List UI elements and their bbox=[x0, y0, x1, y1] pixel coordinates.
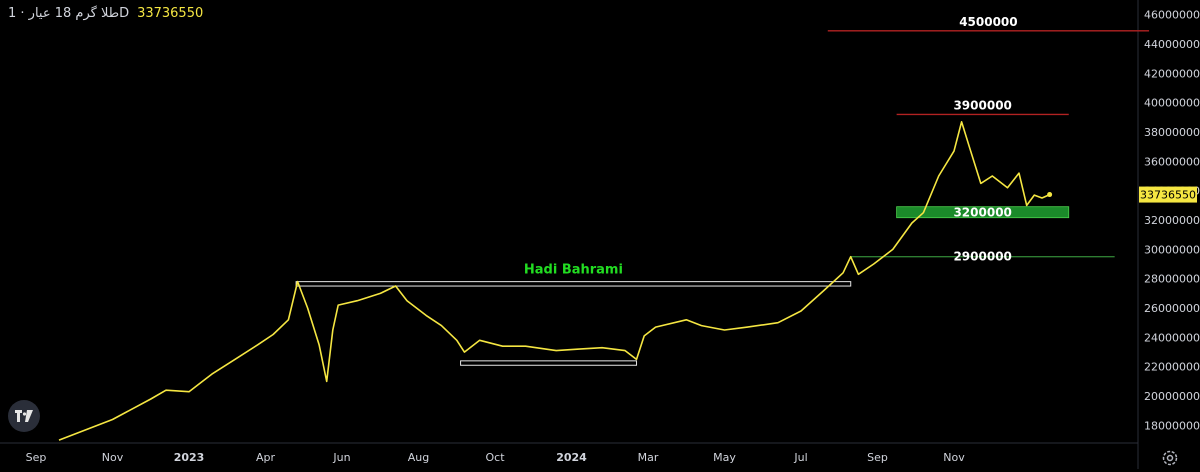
y-tick-label: 18000000 bbox=[1144, 419, 1200, 432]
tradingview-logo-icon[interactable] bbox=[8, 400, 40, 432]
support-zone-rect bbox=[896, 206, 1070, 219]
symbol-title: طلا گرم 18 عیار · 1D bbox=[8, 6, 130, 21]
y-tick-label: 40000000 bbox=[1144, 97, 1200, 110]
level-label: 4500000 bbox=[959, 15, 1017, 29]
x-tick-label: Jul bbox=[793, 451, 807, 464]
x-tick-label: May bbox=[713, 451, 736, 464]
price-line bbox=[58, 121, 1050, 441]
x-tick-label: Nov bbox=[943, 451, 965, 464]
x-tick-label: 2023 bbox=[174, 451, 205, 464]
y-tick-label: 28000000 bbox=[1144, 273, 1200, 286]
y-tick-label: 26000000 bbox=[1144, 302, 1200, 315]
range-box bbox=[295, 281, 852, 287]
last-value: 33736550 bbox=[137, 6, 204, 21]
x-tick-label: Sep bbox=[26, 451, 47, 464]
x-tick-label: Apr bbox=[256, 451, 276, 464]
y-tick-label: 32000000 bbox=[1144, 214, 1200, 227]
price-tag-label: 33736550 bbox=[1140, 189, 1196, 202]
x-tick-label: Aug bbox=[408, 451, 429, 464]
gear-icon[interactable] bbox=[1160, 448, 1180, 468]
x-tick-label: Jun bbox=[332, 451, 350, 464]
y-tick-label: 46000000 bbox=[1144, 9, 1200, 22]
chart-legend: طلا گرم 18 عیار · 1D 33736550 bbox=[8, 6, 203, 21]
y-tick-label: 38000000 bbox=[1144, 126, 1200, 139]
grid-layer bbox=[0, 0, 1139, 469]
y-tick-label: 30000000 bbox=[1144, 243, 1200, 256]
x-tick-label: Oct bbox=[485, 451, 505, 464]
last-point-marker bbox=[1047, 192, 1053, 198]
level-label: 3200000 bbox=[953, 206, 1011, 220]
x-tick-label: Nov bbox=[102, 451, 124, 464]
y-axis[interactable]: 18000000 20000000 22000000 24000000 26000000… bbox=[1144, 9, 1200, 433]
level-label: 3900000 bbox=[953, 98, 1011, 112]
level-label: 2900000 bbox=[953, 250, 1011, 264]
y-tick-label: 20000000 bbox=[1144, 390, 1200, 403]
price-tag: 33736550 bbox=[1139, 186, 1197, 203]
levels-layer bbox=[827, 30, 1150, 258]
y-tick-label: 36000000 bbox=[1144, 155, 1200, 168]
x-tick-label: Mar bbox=[638, 451, 659, 464]
boxes-layer bbox=[295, 281, 852, 366]
y-tick-label: 22000000 bbox=[1144, 361, 1200, 374]
x-tick-label: Sep bbox=[867, 451, 888, 464]
level-labels-layer: 4500000 3900000 3200000 2900000 Hadi Bahrami bbox=[524, 15, 1053, 278]
x-axis[interactable]: Sep Nov 2023 Apr Jun Aug Oct 2024 Mar May Jul Sep No… bbox=[26, 451, 966, 464]
range-box bbox=[460, 360, 638, 366]
box-label: Hadi Bahrami bbox=[524, 263, 623, 278]
y-tick-label: 42000000 bbox=[1144, 67, 1200, 80]
y-tick-label: 24000000 bbox=[1144, 331, 1200, 344]
y-tick-label: 44000000 bbox=[1144, 38, 1200, 51]
x-tick-label: 2024 bbox=[556, 451, 587, 464]
price-tag-bg bbox=[1139, 186, 1197, 203]
